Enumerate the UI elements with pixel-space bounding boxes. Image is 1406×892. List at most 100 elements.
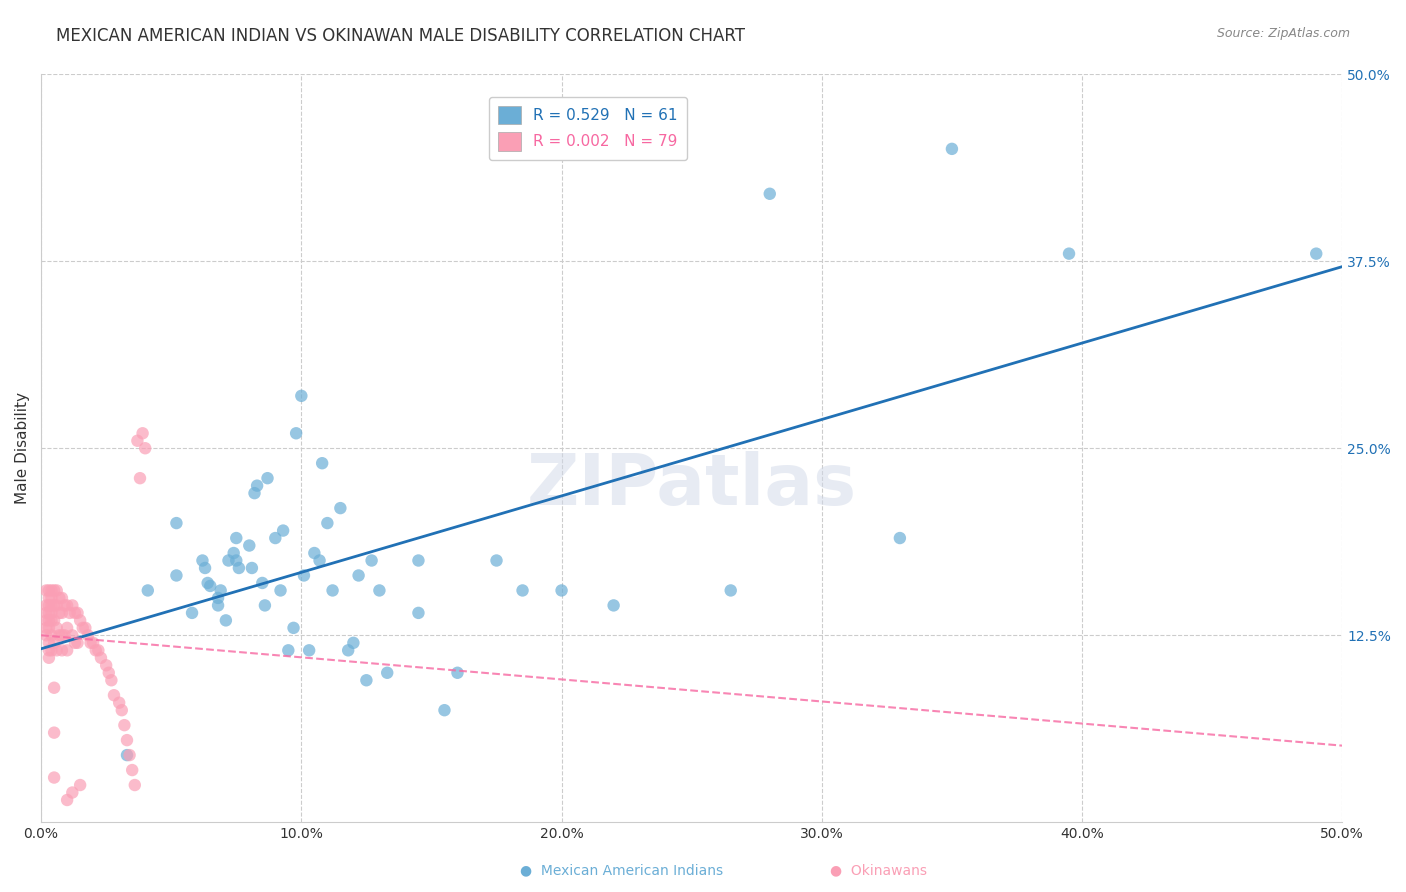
Point <box>191 553 214 567</box>
Point <box>51 606 73 620</box>
Point <box>38 621 60 635</box>
Point <box>197 576 219 591</box>
Point <box>53 628 76 642</box>
Point <box>118 748 141 763</box>
Point <box>165 568 187 582</box>
Point <box>408 606 430 620</box>
Point <box>63 606 86 620</box>
Point <box>59 606 82 620</box>
Point <box>290 389 312 403</box>
Point <box>90 650 112 665</box>
Point <box>35 613 58 627</box>
Point <box>42 771 65 785</box>
Point <box>246 478 269 492</box>
Point <box>60 785 83 799</box>
Text: ZIPatlas: ZIPatlas <box>527 451 856 520</box>
Point <box>56 599 79 613</box>
Point <box>218 553 240 567</box>
Point <box>69 778 91 792</box>
Point <box>115 733 138 747</box>
Point <box>225 531 247 545</box>
Point <box>134 442 156 456</box>
Point <box>96 658 118 673</box>
Point <box>941 142 963 156</box>
Point <box>222 546 245 560</box>
Point <box>35 599 58 613</box>
Point <box>77 628 100 642</box>
Point <box>112 718 135 732</box>
Point <box>51 643 73 657</box>
Point <box>512 583 534 598</box>
Point <box>41 583 63 598</box>
Text: MEXICAN AMERICAN INDIAN VS OKINAWAN MALE DISABILITY CORRELATION CHART: MEXICAN AMERICAN INDIAN VS OKINAWAN MALE… <box>56 27 745 45</box>
Point <box>45 643 67 657</box>
Point <box>337 643 360 657</box>
Point <box>243 486 266 500</box>
Point <box>84 643 107 657</box>
Point <box>63 636 86 650</box>
Point <box>48 591 70 605</box>
Point <box>41 613 63 627</box>
Point <box>103 688 125 702</box>
Point <box>165 516 187 530</box>
Text: ●  Mexican American Indians: ● Mexican American Indians <box>520 863 723 877</box>
Point <box>41 643 63 657</box>
Point <box>285 426 308 441</box>
Point <box>329 501 352 516</box>
Point <box>271 524 294 538</box>
Point <box>100 673 122 688</box>
Point <box>69 613 91 627</box>
Point <box>304 546 326 560</box>
Point <box>1057 246 1080 260</box>
Point <box>240 561 263 575</box>
Point <box>283 621 305 635</box>
Point <box>108 696 131 710</box>
Point <box>308 553 330 567</box>
Point <box>264 531 287 545</box>
Text: Source: ZipAtlas.com: Source: ZipAtlas.com <box>1216 27 1350 40</box>
Point <box>360 553 382 567</box>
Point <box>124 778 146 792</box>
Point <box>38 613 60 627</box>
Point <box>82 636 104 650</box>
Point <box>200 579 222 593</box>
Point <box>1305 246 1327 260</box>
Point <box>316 516 339 530</box>
Point <box>129 471 152 485</box>
Point <box>602 599 624 613</box>
Point <box>53 599 76 613</box>
Point <box>270 583 292 598</box>
Point <box>225 553 247 567</box>
Point <box>41 606 63 620</box>
Point <box>38 606 60 620</box>
Point <box>51 628 73 642</box>
Point <box>51 591 73 605</box>
Point <box>38 591 60 605</box>
Point <box>42 583 65 598</box>
Text: ●  Okinawans: ● Okinawans <box>830 863 927 877</box>
Point <box>35 583 58 598</box>
Point <box>48 606 70 620</box>
Point <box>347 568 370 582</box>
Point <box>111 703 134 717</box>
Point <box>368 583 391 598</box>
Point <box>45 583 67 598</box>
Point <box>356 673 378 688</box>
Point <box>207 591 229 605</box>
Point <box>38 636 60 650</box>
Point <box>42 725 65 739</box>
Point <box>35 606 58 620</box>
Point <box>42 636 65 650</box>
Point <box>322 583 344 598</box>
Legend: R = 0.529   N = 61, R = 0.002   N = 79: R = 0.529 N = 61, R = 0.002 N = 79 <box>489 96 686 160</box>
Point <box>75 621 97 635</box>
Point <box>66 606 89 620</box>
Point <box>136 583 159 598</box>
Point <box>56 643 79 657</box>
Point <box>38 599 60 613</box>
Point <box>215 613 238 627</box>
Point <box>194 561 217 575</box>
Point <box>277 643 299 657</box>
Point <box>60 599 83 613</box>
Point <box>238 539 260 553</box>
